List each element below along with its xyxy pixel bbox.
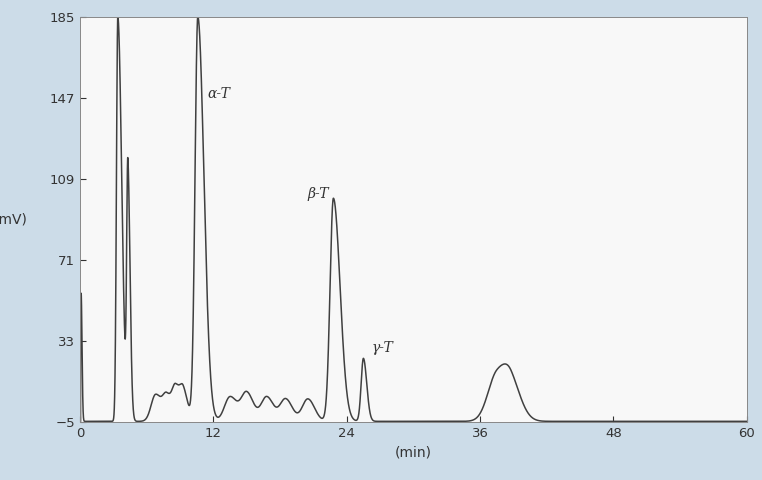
Text: γ-T: γ-T	[371, 341, 393, 355]
Y-axis label: (mV): (mV)	[0, 213, 28, 227]
Text: α-T: α-T	[208, 87, 231, 101]
X-axis label: (min): (min)	[395, 446, 432, 460]
Text: β-T: β-T	[308, 187, 329, 201]
